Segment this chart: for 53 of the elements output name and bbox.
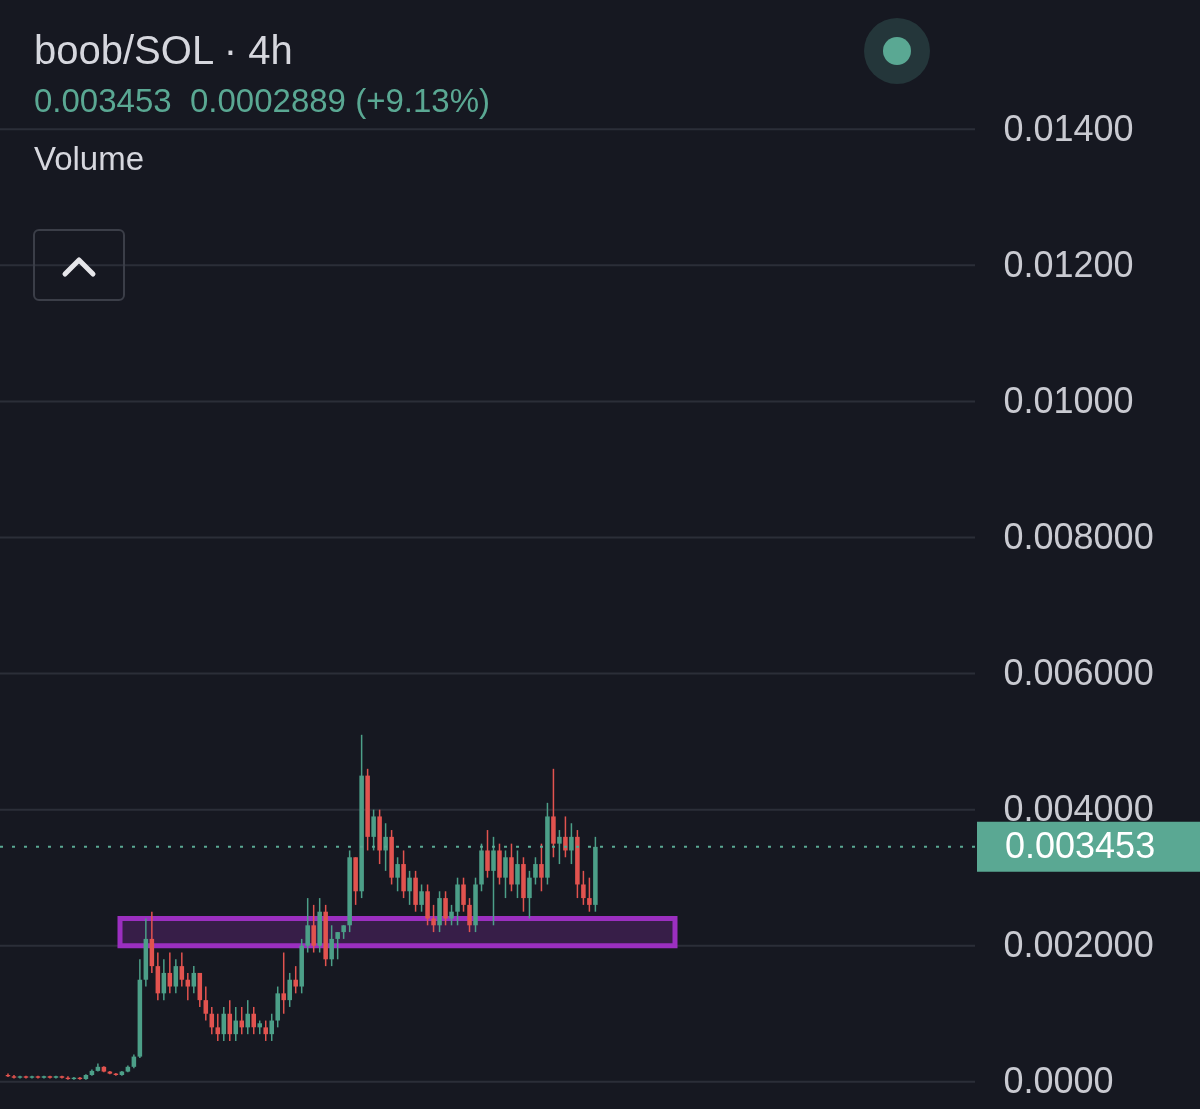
candlestick <box>563 815 568 859</box>
candlestick <box>527 870 532 920</box>
candlestick <box>461 876 466 913</box>
candlestick <box>185 972 191 1001</box>
candlestick <box>227 999 233 1042</box>
candlestick <box>557 829 562 865</box>
candlestick <box>581 870 586 906</box>
candlestick <box>443 890 448 927</box>
text: boob/SOL · 4h <box>34 27 294 74</box>
candlestick <box>233 1006 239 1042</box>
candlestick <box>191 965 197 995</box>
candlestick <box>383 822 388 872</box>
y-tick-label: 0.01000 <box>1003 379 1134 421</box>
candlestick <box>305 897 310 954</box>
annotation: Volume <box>34 140 146 178</box>
candlestick <box>239 1006 245 1035</box>
candlestick <box>245 999 251 1035</box>
y-tick-label: 0.008000 <box>1003 515 1154 557</box>
candlestick <box>203 985 209 1022</box>
candlestick <box>431 904 436 933</box>
y-tick-label: 0.01200 <box>1003 243 1134 285</box>
candlestick <box>311 904 316 954</box>
candlestick <box>179 951 185 988</box>
y-tick-label: 0.0000 <box>1003 1060 1114 1102</box>
candlestick <box>335 931 340 961</box>
candlestick <box>215 1013 221 1042</box>
candlestick <box>269 1013 274 1042</box>
candlestick <box>173 958 179 995</box>
y-tick-label: 0.002000 <box>1003 924 1154 966</box>
y-tick-label: 0.01400 <box>1003 107 1134 149</box>
candlestick <box>467 897 472 933</box>
candlestick <box>329 924 334 967</box>
candlestick <box>491 836 496 927</box>
candlestick <box>293 965 298 995</box>
candlestick <box>419 883 424 913</box>
candlestick <box>281 951 286 1015</box>
candlestick <box>485 829 490 879</box>
candlestick <box>503 849 508 899</box>
candlestick <box>287 972 292 1008</box>
candlestick <box>587 876 592 913</box>
candlestick <box>263 1019 268 1042</box>
text: 0.003453 0.0002889 (+9.13%) <box>34 82 490 120</box>
candlestick <box>515 849 520 899</box>
candlestick <box>449 904 454 927</box>
candlestick <box>569 822 574 865</box>
candlestick <box>371 808 376 852</box>
candlestick <box>539 842 544 893</box>
y-tick-label: 0.006000 <box>1003 652 1154 694</box>
candlestick <box>533 856 538 886</box>
candlestick <box>407 870 412 906</box>
candlestick <box>251 1006 257 1035</box>
candlestick <box>395 856 400 893</box>
candlestick <box>167 951 173 995</box>
